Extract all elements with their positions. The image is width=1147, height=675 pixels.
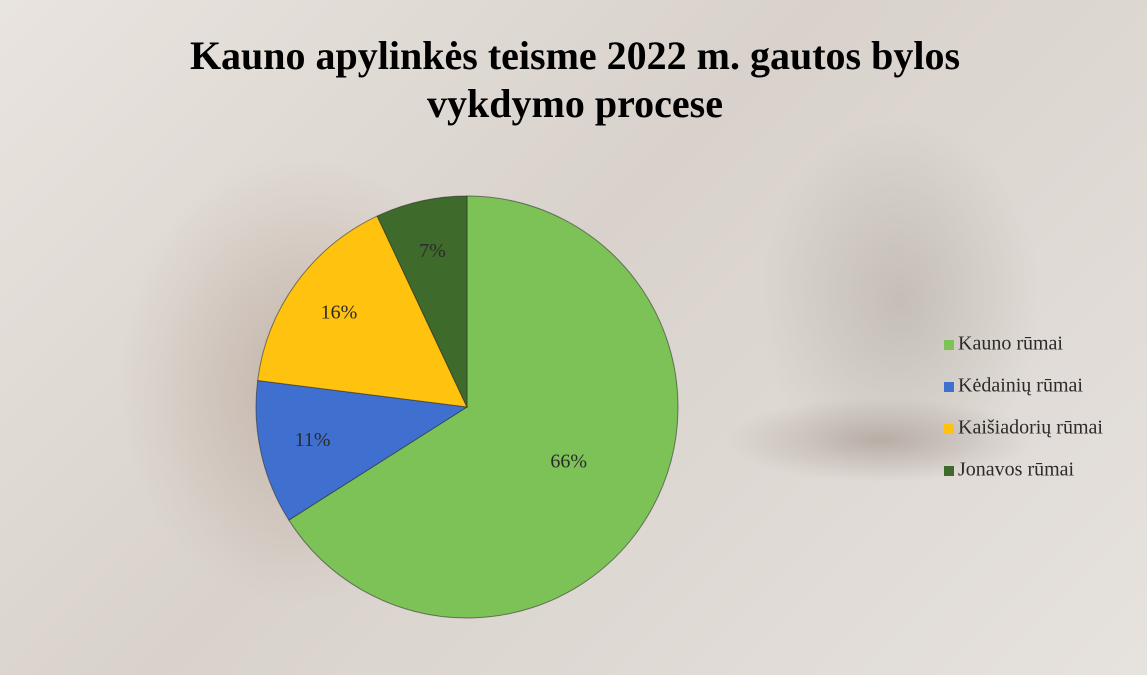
chart: 66% 11% 16% 7% Kauno rūmai Kėdainių rūmai Kaiš… xyxy=(0,0,1147,675)
legend-label: Kėdainių rūmai xyxy=(958,375,1083,397)
page: Kauno apylinkės teisme 2022 m. gautos by… xyxy=(0,0,1147,675)
legend-label: Jonavos rūmai xyxy=(958,459,1075,481)
legend-label: Kaišiadorių rūmai xyxy=(958,417,1103,439)
legend-swatch xyxy=(944,340,954,350)
data-label: 7% xyxy=(419,240,446,262)
legend-swatch xyxy=(944,382,954,392)
legend-label: Kauno rūmai xyxy=(958,333,1063,355)
data-label: 66% xyxy=(550,451,587,473)
data-label: 16% xyxy=(321,302,358,324)
legend-swatch xyxy=(944,466,954,476)
legend-swatch xyxy=(944,424,954,434)
data-label: 11% xyxy=(295,429,331,451)
